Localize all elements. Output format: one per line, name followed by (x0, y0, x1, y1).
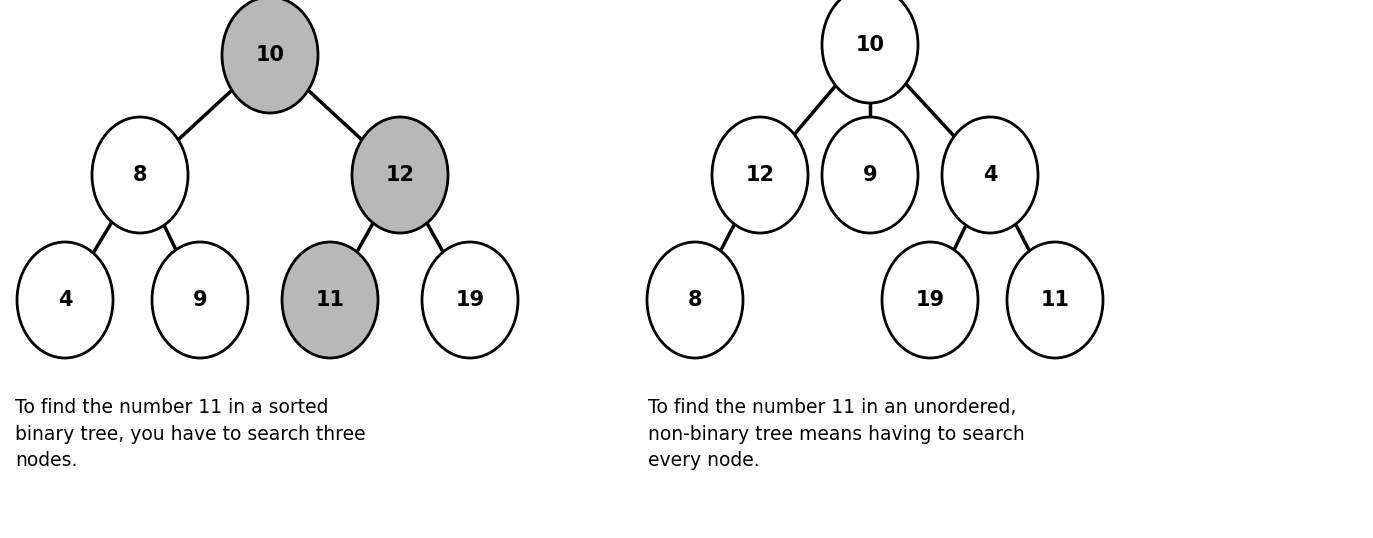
Text: To find the number 11 in an unordered,
non-binary tree means having to search
ev: To find the number 11 in an unordered, n… (648, 398, 1024, 470)
Ellipse shape (647, 242, 743, 358)
Ellipse shape (281, 242, 378, 358)
Text: 10: 10 (855, 35, 884, 55)
Text: 9: 9 (862, 165, 877, 185)
Text: 9: 9 (192, 290, 207, 310)
Ellipse shape (713, 117, 807, 233)
Ellipse shape (16, 242, 113, 358)
Text: 10: 10 (255, 45, 284, 65)
Ellipse shape (1006, 242, 1103, 358)
Ellipse shape (422, 242, 518, 358)
Text: 11: 11 (316, 290, 345, 310)
Ellipse shape (351, 117, 448, 233)
Ellipse shape (92, 117, 188, 233)
Ellipse shape (222, 0, 319, 113)
Text: 11: 11 (1041, 290, 1070, 310)
Text: 4: 4 (58, 290, 73, 310)
Text: 12: 12 (386, 165, 415, 185)
Ellipse shape (942, 117, 1038, 233)
Ellipse shape (152, 242, 249, 358)
Ellipse shape (822, 117, 919, 233)
Text: 8: 8 (688, 290, 702, 310)
Text: To find the number 11 in a sorted
binary tree, you have to search three
nodes.: To find the number 11 in a sorted binary… (15, 398, 365, 470)
Text: 4: 4 (983, 165, 997, 185)
Text: 8: 8 (133, 165, 147, 185)
Text: 12: 12 (746, 165, 774, 185)
Text: 19: 19 (456, 290, 485, 310)
Text: 19: 19 (916, 290, 945, 310)
Ellipse shape (881, 242, 978, 358)
Ellipse shape (822, 0, 919, 103)
